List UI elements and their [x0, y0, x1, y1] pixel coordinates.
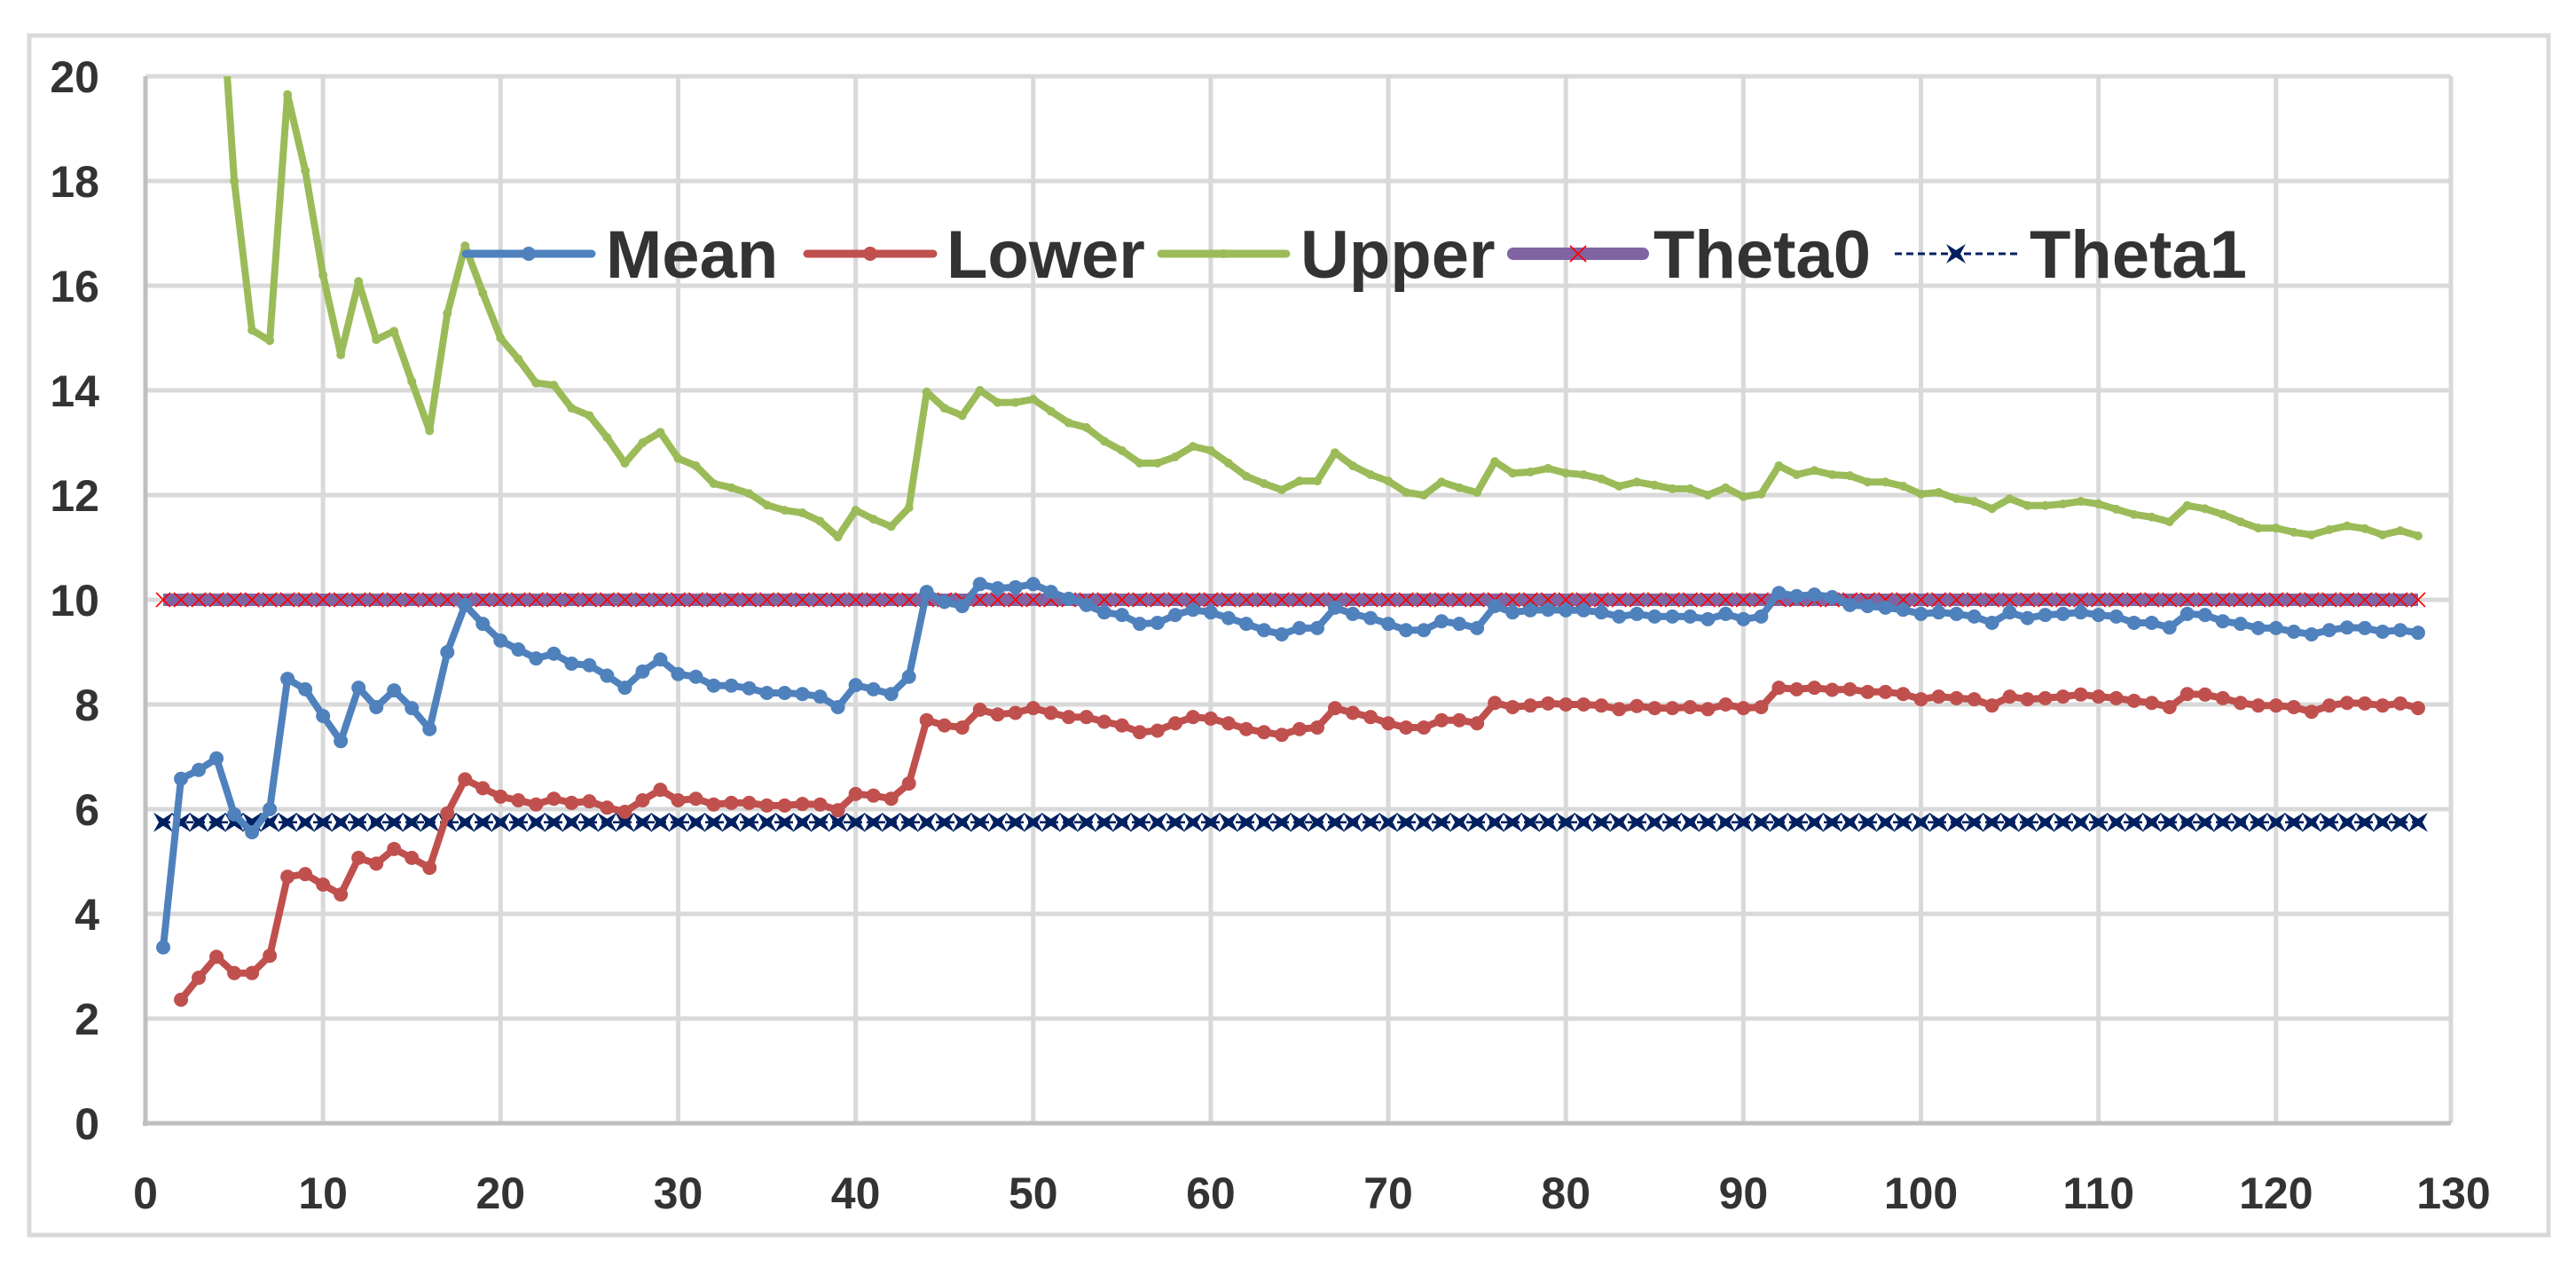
y-tick-label: 4: [75, 890, 99, 940]
legend-item-upper: Upper: [1157, 217, 1496, 293]
legend-item-theta0: Theta0: [1507, 217, 1871, 293]
legend: Mean Lower Upper Theta0 Theta1: [461, 217, 2247, 293]
x-tick-label: 80: [1541, 1169, 1590, 1218]
y-tick-label: 0: [75, 1099, 99, 1149]
x-tick-label: 30: [654, 1169, 703, 1218]
legend-item-theta1: Theta1: [1895, 217, 2247, 293]
x-tick-label: 90: [1719, 1169, 1769, 1218]
y-tick-label: 14: [50, 366, 99, 416]
y-axis-tick-labels: 0 2 4 6 8 10 12 14 16 18 20: [50, 52, 99, 1149]
x-tick-label: 130: [2416, 1169, 2490, 1218]
series-theta0: [155, 592, 2426, 608]
data-series: [153, 76, 2428, 1007]
legend-label: Upper: [1300, 217, 1496, 293]
x-tick-label: 120: [2239, 1169, 2313, 1218]
y-tick-label: 8: [75, 681, 99, 730]
legend-label: Mean: [606, 217, 778, 293]
series-theta1: [153, 812, 2428, 832]
legend-label: Theta0: [1653, 217, 1871, 293]
y-tick-label: 18: [50, 157, 99, 207]
legend-label: Theta1: [2030, 217, 2247, 293]
legend-item-mean: Mean: [461, 217, 778, 293]
y-tick-label: 2: [75, 995, 99, 1044]
series-lower: [174, 681, 2425, 1007]
y-tick-label: 10: [50, 576, 99, 626]
x-axis-tick-labels: 0 10 20 30 40 50 60 70 80 90 100 110 120 130: [133, 1169, 2491, 1218]
series-upper: [224, 76, 2423, 542]
x-tick-label: 60: [1186, 1169, 1236, 1218]
x-tick-label: 70: [1363, 1169, 1413, 1218]
legend-label: Lower: [946, 217, 1145, 293]
x-tick-label: 40: [831, 1169, 881, 1218]
x-tick-label: 10: [298, 1169, 348, 1218]
x-tick-label: 110: [2062, 1169, 2134, 1218]
y-tick-label: 12: [50, 471, 99, 521]
y-tick-label: 16: [50, 262, 99, 311]
x-tick-label: 50: [1009, 1169, 1058, 1218]
y-tick-label: 20: [50, 52, 99, 102]
legend-item-lower: Lower: [803, 217, 1145, 293]
x-tick-label: 20: [475, 1169, 525, 1218]
y-tick-label: 6: [75, 785, 99, 835]
x-tick-label: 0: [133, 1169, 158, 1218]
chart-border: [27, 33, 2551, 1238]
series-mean: [156, 577, 2425, 955]
x-tick-label: 100: [1884, 1169, 1958, 1218]
axes: [143, 76, 2451, 1126]
